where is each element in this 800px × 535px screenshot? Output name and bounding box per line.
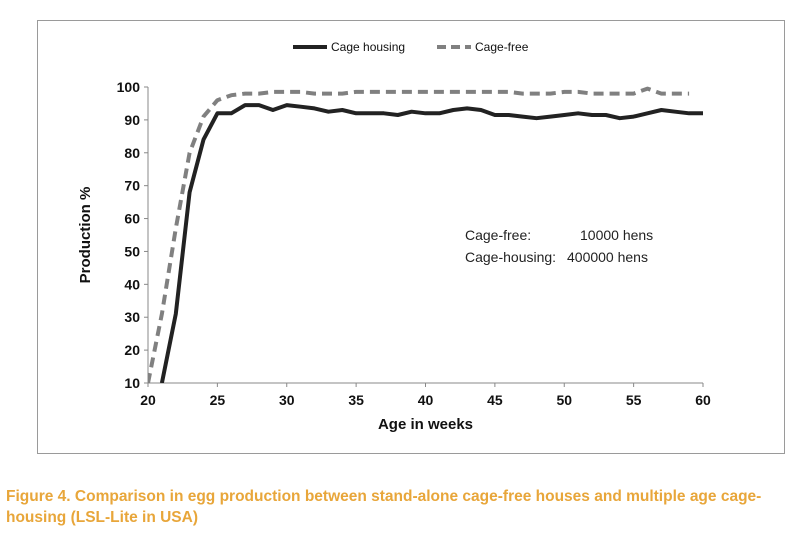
- y-tick-label: 50: [124, 243, 140, 259]
- y-tick-label: 80: [124, 145, 140, 161]
- y-tick-label: 10: [124, 375, 140, 391]
- x-axis-title: Age in weeks: [378, 416, 473, 433]
- y-tick-label: 60: [124, 211, 140, 227]
- series-line-cage-housing: [159, 103, 703, 383]
- annotation-label: Cage-housing:: [465, 249, 556, 265]
- x-tick-label: 50: [556, 392, 572, 408]
- x-tick-label: 30: [279, 392, 295, 408]
- annotation-label: Cage-free:: [465, 227, 531, 243]
- y-tick-label: 90: [124, 112, 140, 128]
- x-tick-label: 45: [487, 392, 503, 408]
- annotation-value: 400000 hens: [567, 249, 648, 265]
- series-line-cage-free: [148, 86, 690, 383]
- x-tick-label: 40: [418, 392, 434, 408]
- x-tick-label: 60: [695, 392, 711, 408]
- x-tick-label: 35: [348, 392, 364, 408]
- chart-frame: 10 20 30 40 50 60 70 80 90 100 20 25 30 35 40 45 50 55 60 A…: [37, 20, 785, 454]
- figure-caption: Figure 4. Comparison in egg production b…: [6, 488, 762, 526]
- x-tick-label: 20: [140, 392, 156, 408]
- y-tick-label: 20: [124, 342, 140, 358]
- y-tick-label: 100: [117, 79, 141, 95]
- y-axis-title: Production %: [77, 187, 94, 284]
- x-tick-label: 25: [210, 392, 226, 408]
- legend-entry: Cage housing: [331, 40, 405, 54]
- y-tick-label: 70: [124, 178, 140, 194]
- annotation-value: 10000 hens: [580, 227, 653, 243]
- series-layer: [148, 86, 703, 383]
- y-tick-label: 40: [124, 276, 140, 292]
- x-tick-label: 55: [626, 392, 642, 408]
- annotation-block: Cage-free: 10000 hens Cage-housing: 400000 …: [465, 227, 653, 265]
- legend: Cage housing Cage-free: [293, 40, 529, 54]
- legend-entry: Cage-free: [475, 40, 529, 54]
- y-tick-label: 30: [124, 309, 140, 325]
